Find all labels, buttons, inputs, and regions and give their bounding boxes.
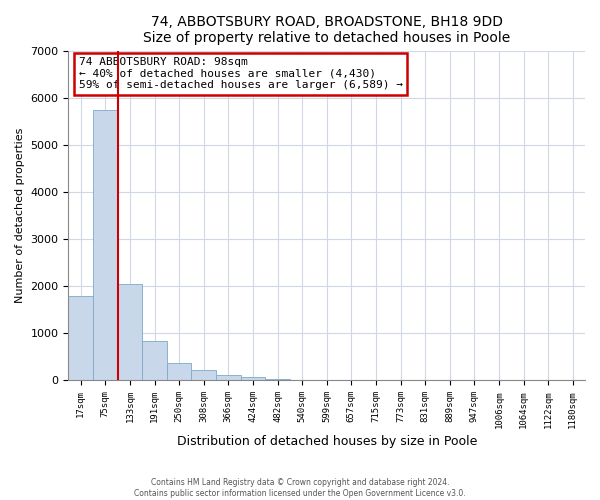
Bar bbox=[216, 376, 241, 380]
Bar bbox=[241, 378, 265, 380]
Bar bbox=[265, 379, 290, 380]
Bar bbox=[142, 341, 167, 380]
Text: Contains HM Land Registry data © Crown copyright and database right 2024.
Contai: Contains HM Land Registry data © Crown c… bbox=[134, 478, 466, 498]
Y-axis label: Number of detached properties: Number of detached properties bbox=[15, 128, 25, 303]
X-axis label: Distribution of detached houses by size in Poole: Distribution of detached houses by size … bbox=[176, 434, 477, 448]
Bar bbox=[68, 296, 93, 380]
Bar bbox=[191, 370, 216, 380]
Bar bbox=[167, 363, 191, 380]
Text: 74 ABBOTSBURY ROAD: 98sqm
← 40% of detached houses are smaller (4,430)
59% of se: 74 ABBOTSBURY ROAD: 98sqm ← 40% of detac… bbox=[79, 57, 403, 90]
Bar bbox=[118, 284, 142, 380]
Title: 74, ABBOTSBURY ROAD, BROADSTONE, BH18 9DD
Size of property relative to detached : 74, ABBOTSBURY ROAD, BROADSTONE, BH18 9D… bbox=[143, 15, 511, 45]
Bar bbox=[93, 110, 118, 380]
